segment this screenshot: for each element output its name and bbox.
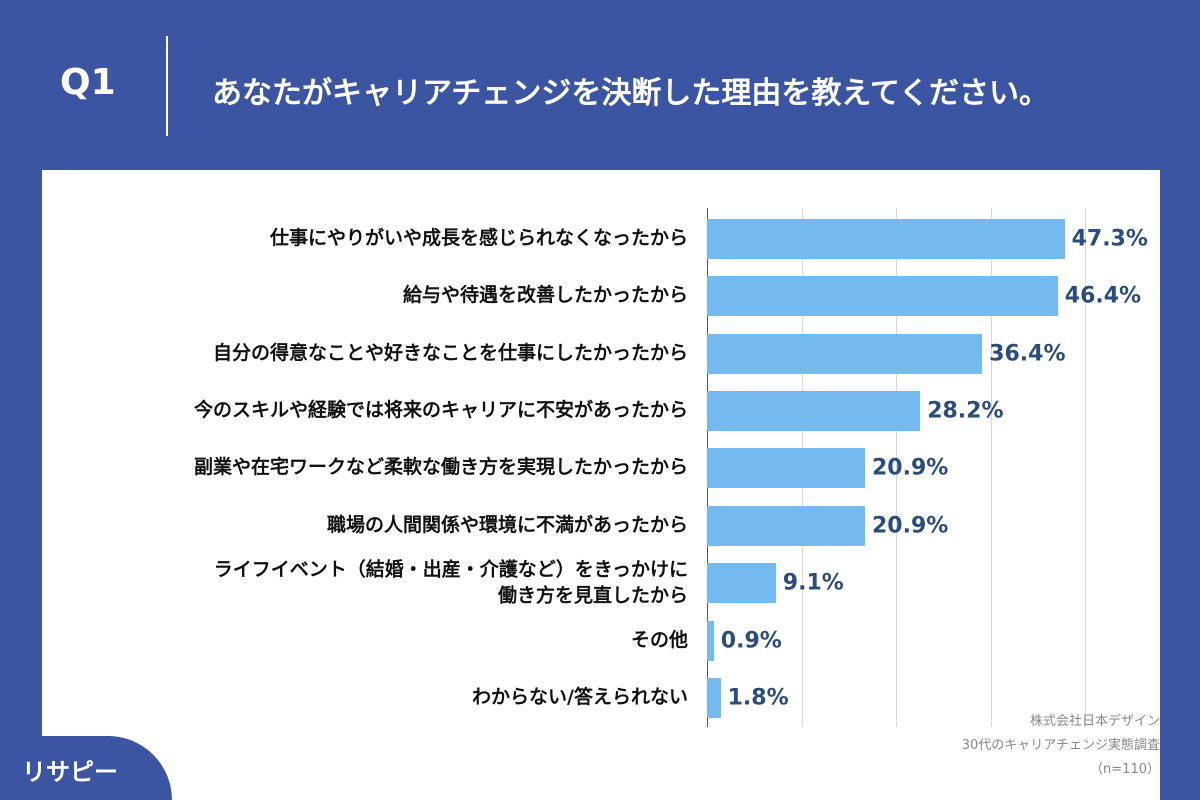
grid-line bbox=[1085, 208, 1086, 727]
grid-line bbox=[896, 208, 897, 727]
value-label: 0.9% bbox=[720, 628, 782, 653]
bar bbox=[707, 218, 1065, 259]
source-note: 株式会社日本デザイン bbox=[1029, 714, 1160, 729]
bar bbox=[707, 448, 865, 489]
value-label: 46.4% bbox=[1064, 283, 1142, 309]
value-label: 20.9% bbox=[872, 455, 949, 481]
source-note: （n=110） bbox=[1090, 762, 1160, 777]
question-number: Q1 bbox=[60, 62, 116, 103]
category-label: 仕事にやりがいや成長を感じられなくなったから bbox=[269, 226, 688, 249]
logo-background bbox=[0, 736, 172, 800]
category-label: 職場の人間関係や環境に不満があったから bbox=[326, 513, 688, 536]
question-title: あなたがキャリアチェンジを決断した理由を教えてください。 bbox=[212, 76, 1049, 111]
value-label: 20.9% bbox=[872, 513, 949, 539]
category-label: ライフイベント（結婚・出産・介護など）をきっかけに 働き方を見直したから bbox=[213, 558, 688, 607]
value-label: 47.3% bbox=[1071, 226, 1148, 252]
bar bbox=[707, 505, 865, 546]
category-label: 副業や在宅ワークなど柔軟な働き方を実現したかったから bbox=[193, 456, 688, 479]
bar bbox=[707, 563, 776, 604]
category-label: その他 bbox=[630, 628, 688, 651]
category-label: 自分の得意なことや好きなことを仕事にしたかったから bbox=[212, 341, 688, 364]
bar bbox=[707, 276, 1058, 317]
logo: リサピー bbox=[22, 758, 118, 786]
value-label: 28.2% bbox=[927, 398, 1004, 424]
divider bbox=[166, 36, 168, 136]
chart-panel bbox=[42, 170, 1160, 800]
category-label: 今のスキルや経験では将来のキャリアに不安があったから bbox=[193, 399, 688, 422]
bar bbox=[707, 620, 714, 661]
value-label: 36.4% bbox=[989, 341, 1066, 366]
bar bbox=[707, 390, 921, 431]
value-label: 1.8% bbox=[727, 685, 789, 711]
bar bbox=[707, 677, 721, 718]
bar bbox=[707, 333, 983, 374]
source-note: 30代のキャリアチェンジ実態調査 bbox=[961, 738, 1160, 753]
value-label: 9.1% bbox=[782, 570, 844, 596]
category-label: 給与や待遇を改善したかったから bbox=[402, 284, 688, 307]
category-label: わからない/答えられない bbox=[472, 686, 688, 709]
grid-line bbox=[990, 208, 992, 727]
